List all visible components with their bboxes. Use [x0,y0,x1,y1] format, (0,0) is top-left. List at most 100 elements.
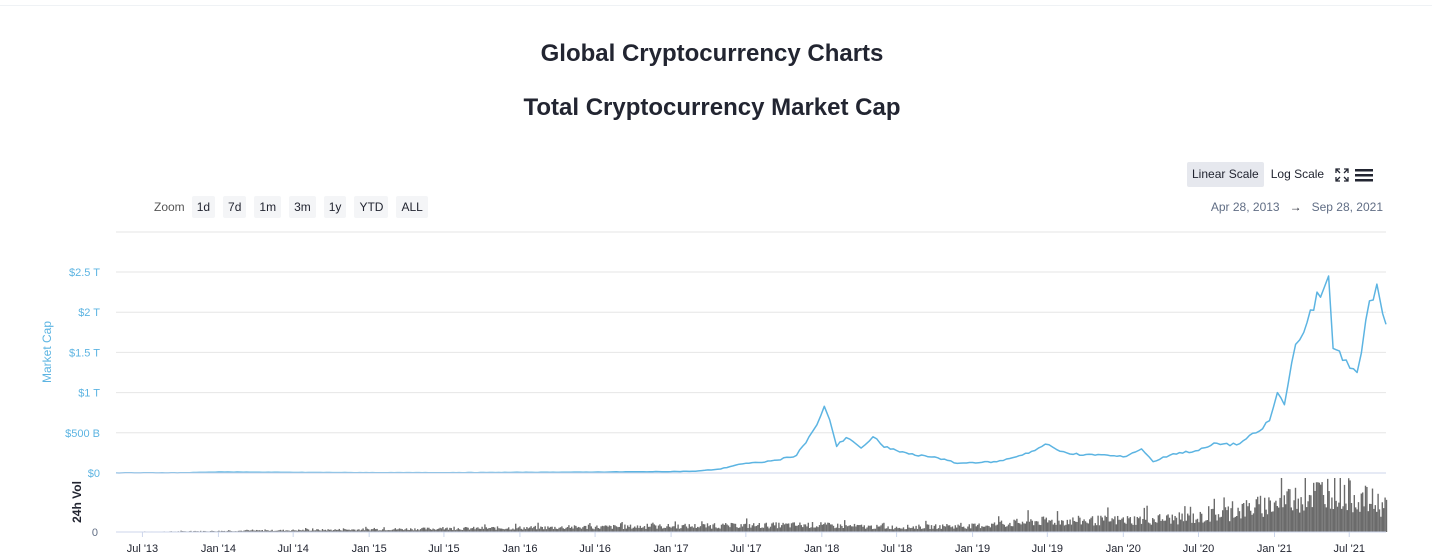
volume-bar [457,528,459,532]
volume-bar [372,529,374,532]
volume-bar [316,529,318,532]
volume-bar [1149,523,1151,532]
volume-bar [615,526,618,532]
x-tick-label: Jan '21 [1257,543,1292,555]
volume-bar [1294,487,1297,532]
volume-bar [1314,490,1316,532]
volume-bar [1307,501,1309,532]
volume-bar [558,527,560,532]
volume-bar [1145,519,1147,532]
volume-bar [1068,524,1070,532]
range-to-date[interactable]: Sep 28, 2021 [1311,200,1383,214]
range-arrow-icon: → [1289,200,1302,214]
volume-bar [1024,523,1026,532]
zoom-1d-button[interactable]: 1d [191,196,216,218]
zoom-7d-button[interactable]: 7d [223,196,247,218]
volume-bar [1096,525,1098,532]
volume-bar [923,528,926,532]
volume-bar [1122,517,1124,532]
volume-bar [484,524,486,532]
volume-bar [877,526,879,532]
volume-bar [1317,482,1319,532]
volume-bar [578,526,580,532]
volume-bar [1265,509,1267,532]
volume-bar [1196,518,1199,532]
volume-bar [1248,503,1250,532]
volume-bar [810,527,812,532]
volume-bar [459,529,461,532]
volume-bar [849,525,851,532]
volume-bar [1093,525,1095,532]
volume-bar [324,529,326,532]
volume-bar [776,528,779,532]
zoom-ytd-button[interactable]: YTD [354,196,389,218]
volume-bar [607,526,609,532]
volume-bar [741,526,744,532]
volume-bar [957,524,959,532]
volume-bar [792,522,794,532]
volume-bar [909,528,912,532]
volume-bars [128,478,1388,532]
volume-bar [750,527,752,532]
volume-bar [1168,517,1171,532]
zoom-1m-button[interactable]: 1m [254,196,282,218]
volume-bar [986,525,989,532]
volume-bar [1028,521,1031,532]
volume-bar [503,529,506,532]
volume-bar [1201,513,1203,532]
volume-bar [1278,507,1280,532]
volume-bar [635,527,637,532]
volume-bar [739,527,741,532]
volume-bar [1080,524,1082,532]
zoom-3m-button[interactable]: 3m [289,196,316,218]
volume-bar [1160,520,1162,532]
volume-bar [881,523,884,532]
volume-bar [390,530,392,532]
range-from-date[interactable]: Apr 28, 2013 [1210,200,1280,214]
volume-bar [1167,514,1169,532]
volume-bar [956,527,958,532]
volume-bar [1322,495,1325,532]
menu-icon[interactable] [1353,162,1375,187]
volume-bar [348,529,350,532]
volume-bar [865,528,867,532]
volume-bar [858,525,860,532]
volume-bar [627,525,629,532]
volume-bar [1072,517,1074,532]
volume-bar [1129,517,1131,532]
zoom-1y-button[interactable]: 1y [323,196,347,218]
volume-bar [1133,516,1136,532]
volume-bar [312,528,314,532]
volume-bar [813,527,815,532]
volume-bar [722,523,724,532]
fullscreen-icon[interactable] [1331,162,1353,187]
volume-bar [368,529,370,532]
volume-bar [928,524,930,532]
volume-bar [624,524,626,532]
volume-bar [1275,500,1277,532]
volume-bar [1257,496,1259,532]
volume-bar [1353,495,1355,532]
volume-bar [1261,513,1263,532]
volume-bar [839,524,842,532]
volume-bar [369,530,371,532]
volume-bar [716,528,718,532]
volume-bar [251,529,254,532]
scale-controls: Linear Scale Log Scale [1187,162,1375,187]
volume-bar [356,529,359,532]
linear-scale-button[interactable]: Linear Scale [1187,162,1264,187]
volume-bar [331,530,333,532]
volume-bar [470,528,472,532]
volume-bar [460,529,462,532]
log-scale-button[interactable]: Log Scale [1270,167,1325,181]
volume-bar [1376,511,1378,532]
volume-bar [967,526,969,532]
volume-bar [1241,503,1243,532]
volume-bar [502,528,504,532]
volume-bar [1273,502,1276,532]
volume-bar [533,526,535,532]
volume-bar [762,527,765,532]
zoom-all-button[interactable]: ALL [396,196,428,218]
volume-bar [1163,520,1165,532]
